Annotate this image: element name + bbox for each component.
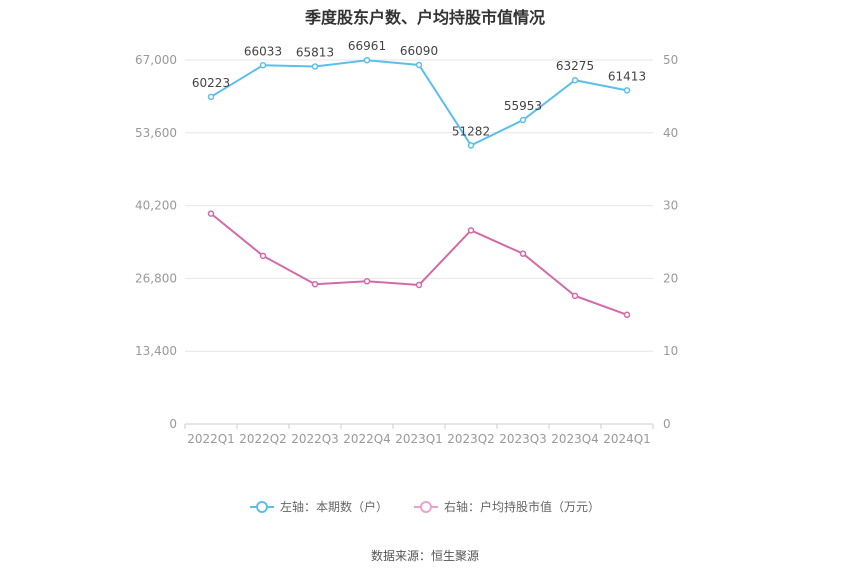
right-axis-tick-label: 20 [663, 271, 678, 285]
avg-holding-value-point [311, 280, 319, 288]
avg-holding-value-point [519, 250, 527, 257]
left-axis-tick-label: 0 [169, 417, 177, 431]
x-axis-tick-label: 2023Q2 [447, 432, 495, 446]
x-axis-tick-label: 2022Q2 [239, 432, 287, 446]
data-labels: 60223 66033 65813 66961 66090 51282 55953 63275… [192, 39, 646, 138]
avg-holding-value-point [571, 292, 579, 300]
shareholder-count-point [623, 87, 631, 94]
x-axis-tick-label: 2024Q1 [603, 432, 651, 446]
data-label: 66090 [400, 44, 438, 58]
right-axis-tick-label: 10 [663, 344, 678, 358]
x-axis-tick-label: 2022Q3 [291, 432, 339, 446]
series [207, 56, 631, 319]
left-axis-tick-label: 67,000 [135, 53, 177, 67]
avg-holding-value-point [363, 278, 371, 285]
grid-lines [185, 59, 653, 352]
shareholder-count-point [415, 61, 423, 69]
right-axis-tick-label: 0 [663, 417, 671, 431]
legend: 左轴：本期数（户） 右轴：户均持股市值（万元） [0, 498, 850, 515]
data-label: 61413 [608, 69, 646, 83]
data-source: 数据来源：恒生聚源 [370, 549, 479, 563]
legend-line-circle-icon [414, 500, 438, 513]
right-axis-tick-label: 30 [663, 199, 678, 213]
shareholder-count-point [519, 116, 527, 124]
legend-label: 左轴：本期数（户） [279, 500, 388, 514]
legend-item-left-series[interactable]: 左轴：本期数（户） [249, 498, 388, 515]
axes: 0 13,400 26,800 40,200 53,600 67,000 0 10 20 30 40… [135, 53, 678, 446]
data-label: 66961 [348, 39, 386, 53]
avg-holding-value-point [415, 281, 423, 289]
shareholder-count-point [311, 63, 319, 70]
avg-holding-value-point [207, 210, 215, 217]
shareholder-count-point [571, 76, 579, 84]
left-axis-tick-label: 40,200 [135, 199, 177, 213]
legend-item-right-series[interactable]: 右轴：户均持股市值（万元） [414, 498, 600, 515]
shareholder-count-point [207, 93, 215, 101]
x-axis-tick-label: 2023Q4 [551, 432, 599, 446]
x-axis-tick-label: 2023Q1 [395, 432, 443, 446]
data-label: 63275 [556, 59, 594, 73]
x-axis-tick-label: 2023Q3 [499, 432, 547, 446]
legend-line-circle-icon [249, 500, 274, 513]
shareholder-count-point [467, 142, 475, 149]
x-axis-tick-label: 2022Q4 [343, 432, 391, 446]
avg-holding-value-point [259, 252, 267, 260]
data-label: 55953 [504, 99, 542, 113]
data-label: 60223 [192, 76, 230, 90]
chart-title: 季度股东户数、户均持股市值情况 [304, 8, 545, 27]
left-axis-tick-label: 26,800 [135, 271, 177, 285]
legend-label: 右轴：户均持股市值（万元） [444, 500, 601, 514]
data-label: 66033 [244, 44, 282, 58]
right-axis-tick-label: 40 [663, 126, 678, 140]
left-axis-tick-label: 53,600 [135, 126, 177, 140]
right-axis-tick-label: 50 [663, 53, 678, 67]
avg-holding-value-point [623, 311, 631, 319]
left-axis-tick-label: 13,400 [135, 344, 177, 358]
data-label: 51282 [452, 124, 490, 138]
avg-holding-value-point [467, 227, 475, 234]
data-label: 65813 [296, 45, 334, 59]
x-axis-tick-label: 2022Q1 [187, 432, 235, 446]
shareholder-count-point [363, 56, 371, 64]
series-line-avg-holding-value [210, 212, 628, 316]
shareholder-count-point [259, 62, 267, 69]
